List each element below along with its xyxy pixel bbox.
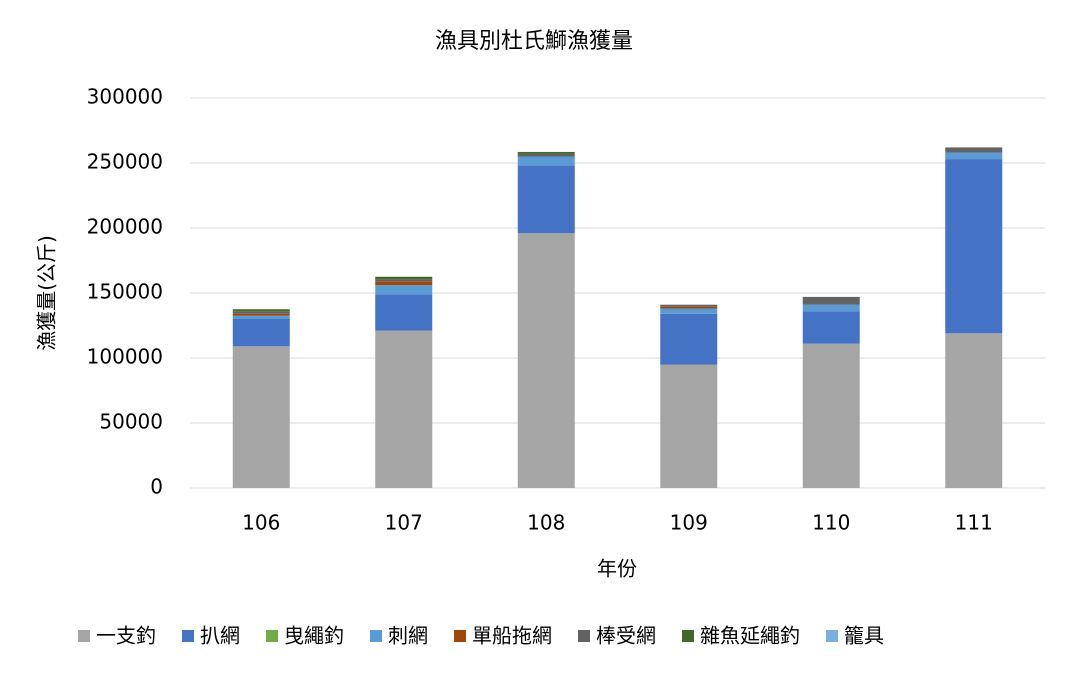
legend-swatch [182,630,194,642]
legend-label: 雜魚延繩釣 [700,624,800,648]
x-tick-label: 106 [242,511,280,535]
legend-swatch [454,630,466,642]
bar-segment [232,313,290,316]
bar-segment [375,276,433,280]
bar-segment [660,304,718,307]
bar-segment [660,306,718,309]
bar-segment [517,156,575,166]
bar-segment [232,315,290,319]
legend-swatch [578,630,590,642]
y-tick-label: 0 [150,475,163,499]
bar-segment [802,343,860,488]
legend-swatch [78,630,90,642]
y-tick-label: 300000 [87,85,163,109]
legend-label: 一支釣 [96,624,156,648]
x-axis-label: 年份 [597,557,637,581]
x-tick-label: 111 [955,511,993,535]
bar-segment [517,151,575,154]
y-tick-label: 100000 [87,345,163,369]
legend-label: 刺網 [388,624,428,648]
y-tick-label: 250000 [87,150,163,174]
bar-segment [945,147,1003,153]
chart-title: 漁具別杜氏鰤漁獲量 [435,29,633,54]
bar-segment [517,165,575,234]
bar-segment [660,364,718,488]
y-axis-label: 漁獲量(公斤) [35,235,59,351]
legend-swatch [370,630,382,642]
legend-label: 籠具 [844,624,884,648]
bar-segment [802,296,860,305]
bar-segment [517,233,575,488]
bar-segment [375,285,433,295]
bar-segment [232,311,290,314]
legend-swatch [826,630,838,642]
bar-segment [802,311,860,344]
bar-segment [517,153,575,157]
bar-segment [660,308,718,314]
legend-label: 扒網 [200,624,240,648]
x-tick-label: 110 [812,511,850,535]
legend-label: 曳繩釣 [284,624,344,648]
bar-segment [375,294,433,331]
bar-segment [375,279,433,282]
bar-segment [375,330,433,488]
legend-label: 單船拖網 [472,624,552,648]
legend-swatch [266,630,278,642]
x-tick-label: 109 [670,511,708,535]
y-tick-label: 150000 [87,280,163,304]
bar-segment [375,281,433,286]
x-tick-label: 107 [385,511,423,535]
bar-segment [232,319,290,347]
y-tick-label: 200000 [87,215,163,239]
bar-segment [945,152,1003,160]
bar-segment [232,309,290,312]
bar-segment [945,159,1003,334]
y-tick-label: 50000 [99,410,163,434]
bar-segment [232,346,290,488]
bar-segment [660,313,718,365]
legend-swatch [682,630,694,642]
bar-segment [945,333,1003,488]
bar-segment [802,304,860,312]
x-tick-label: 108 [527,511,565,535]
legend-label: 棒受網 [596,624,656,648]
